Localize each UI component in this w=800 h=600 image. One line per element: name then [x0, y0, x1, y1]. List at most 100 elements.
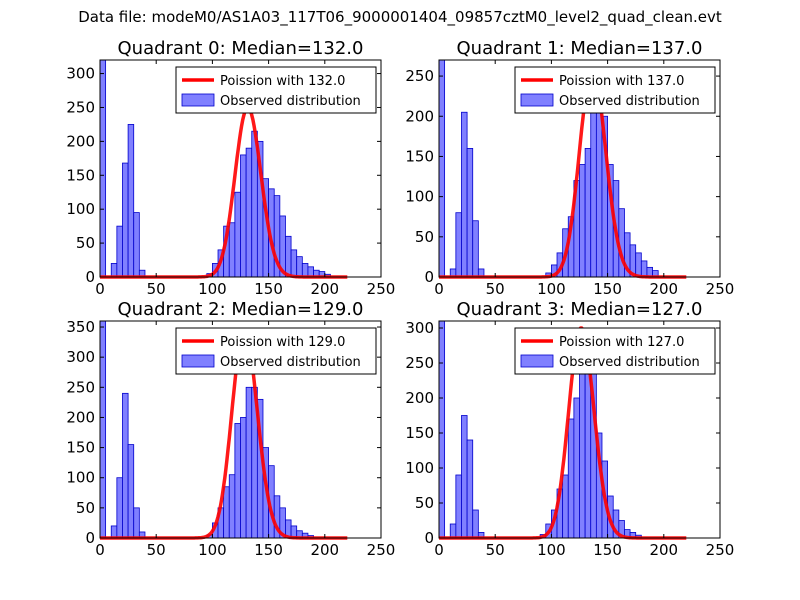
histogram-bar [223, 486, 230, 539]
panel-title: Quadrant 2: Median=129.0 [118, 299, 364, 320]
y-tick-label: 300 [66, 65, 95, 83]
histogram-bar [466, 439, 474, 539]
legend: Poission with 132.0 Observed distribution [175, 66, 377, 114]
histogram-bar [110, 525, 118, 539]
y-tick-label: 200 [405, 389, 434, 407]
legend-hist-label: Observed distribution [220, 355, 361, 370]
y-tick-label: 200 [405, 107, 434, 125]
x-tick-label: 250 [706, 541, 735, 559]
histogram-bar [99, 320, 107, 539]
histogram-bar [234, 191, 241, 278]
histogram-bar [122, 162, 129, 278]
histogram-bar [449, 523, 457, 539]
x-tick-label: 100 [537, 280, 566, 298]
x-tick-label: 150 [254, 280, 283, 298]
legend-line-label: Poission with 129.0 [220, 335, 345, 350]
y-tick-label: 250 [405, 354, 434, 372]
histogram-bar [228, 474, 236, 539]
histogram-bar [438, 320, 446, 539]
histogram-bar [472, 509, 479, 539]
histogram-bar [455, 474, 462, 539]
histogram-bar [296, 256, 303, 278]
histogram-bar [122, 392, 129, 539]
panel-title: Quadrant 0: Median=132.0 [118, 38, 364, 59]
legend-hist-swatch [520, 354, 554, 368]
y-tick-label: 0 [85, 268, 95, 286]
x-tick-label: 100 [198, 280, 227, 298]
histogram-bar [127, 444, 135, 539]
legend-line-label: Poission with 137.0 [559, 74, 684, 89]
x-tick-label: 50 [486, 280, 505, 298]
histogram-bar [110, 263, 118, 278]
legend-hist-label: Observed distribution [559, 94, 700, 109]
y-tick-label: 100 [66, 200, 95, 218]
histogram-bar [301, 263, 309, 278]
histogram-bar [285, 235, 292, 278]
panel-title: Quadrant 3: Median=127.0 [457, 299, 703, 320]
histogram-bar [245, 386, 253, 539]
y-tick-label: 150 [66, 439, 95, 457]
y-tick-label: 50 [415, 494, 434, 512]
histogram-bar [461, 111, 468, 278]
legend-hist-label: Observed distribution [559, 355, 700, 370]
histogram-bar [635, 252, 642, 278]
figure-title: Data file: modeM0/AS1A03_117T06_90000014… [78, 8, 722, 26]
y-tick-label: 150 [66, 166, 95, 184]
legend-hist-swatch [181, 354, 215, 368]
x-tick-label: 200 [310, 280, 339, 298]
y-tick-label: 0 [85, 529, 95, 547]
y-tick-label: 250 [405, 67, 434, 85]
histogram-bar [567, 418, 575, 539]
y-tick-label: 200 [66, 132, 95, 150]
y-tick-label: 50 [415, 228, 434, 246]
y-tick-label: 0 [424, 268, 434, 286]
axes-frame [438, 59, 721, 278]
histogram-bar [466, 148, 474, 278]
y-tick-label: 200 [66, 408, 95, 426]
axes-frame [99, 320, 382, 539]
histogram-bar [133, 212, 140, 278]
y-tick-label: 50 [76, 499, 95, 517]
y-tick-label: 300 [66, 348, 95, 366]
y-tick-label: 250 [66, 378, 95, 396]
y-tick-label: 350 [66, 318, 95, 336]
histogram-bar [127, 124, 135, 278]
y-tick-label: 150 [405, 424, 434, 442]
histogram-bar [461, 415, 468, 539]
y-tick-label: 150 [405, 147, 434, 165]
histogram-bar [240, 154, 247, 278]
histogram-bar [290, 249, 298, 278]
x-tick-label: 50 [147, 280, 166, 298]
legend-box [175, 327, 377, 375]
x-tick-label: 100 [198, 541, 227, 559]
x-tick-label: 150 [593, 541, 622, 559]
histogram-bar [472, 220, 479, 278]
x-tick-label: 0 [95, 280, 105, 298]
axes-frame [438, 320, 721, 539]
x-tick-label: 200 [649, 280, 678, 298]
legend: Poission with 127.0 Observed distribution [514, 327, 716, 375]
x-tick-label: 250 [367, 280, 396, 298]
x-tick-label: 200 [649, 541, 678, 559]
quadrant-0-plot: Quadrant 0: Median=132.0 0 50 100 150 200 250 0… [66, 38, 395, 298]
histogram-bar [438, 59, 446, 278]
y-tick-label: 50 [76, 234, 95, 252]
histogram-bar [562, 474, 569, 539]
y-tick-label: 100 [405, 459, 434, 477]
x-tick-label: 200 [310, 541, 339, 559]
panel-title: Quadrant 1: Median=137.0 [457, 38, 703, 59]
y-tick-label: 0 [424, 529, 434, 547]
legend-line-label: Poission with 132.0 [220, 74, 345, 89]
x-tick-label: 150 [593, 280, 622, 298]
y-tick-label: 100 [405, 188, 434, 206]
legend-hist-swatch [181, 93, 215, 107]
x-tick-label: 0 [95, 541, 105, 559]
histogram-bar [116, 225, 123, 278]
x-tick-label: 0 [434, 280, 444, 298]
histogram-bar [579, 164, 586, 278]
legend-hist-label: Observed distribution [220, 94, 361, 109]
legend: Poission with 129.0 Observed distribution [175, 327, 377, 375]
histogram-bar [590, 91, 597, 278]
legend: Poission with 137.0 Observed distribution [514, 66, 716, 114]
axes-frame [99, 59, 382, 278]
